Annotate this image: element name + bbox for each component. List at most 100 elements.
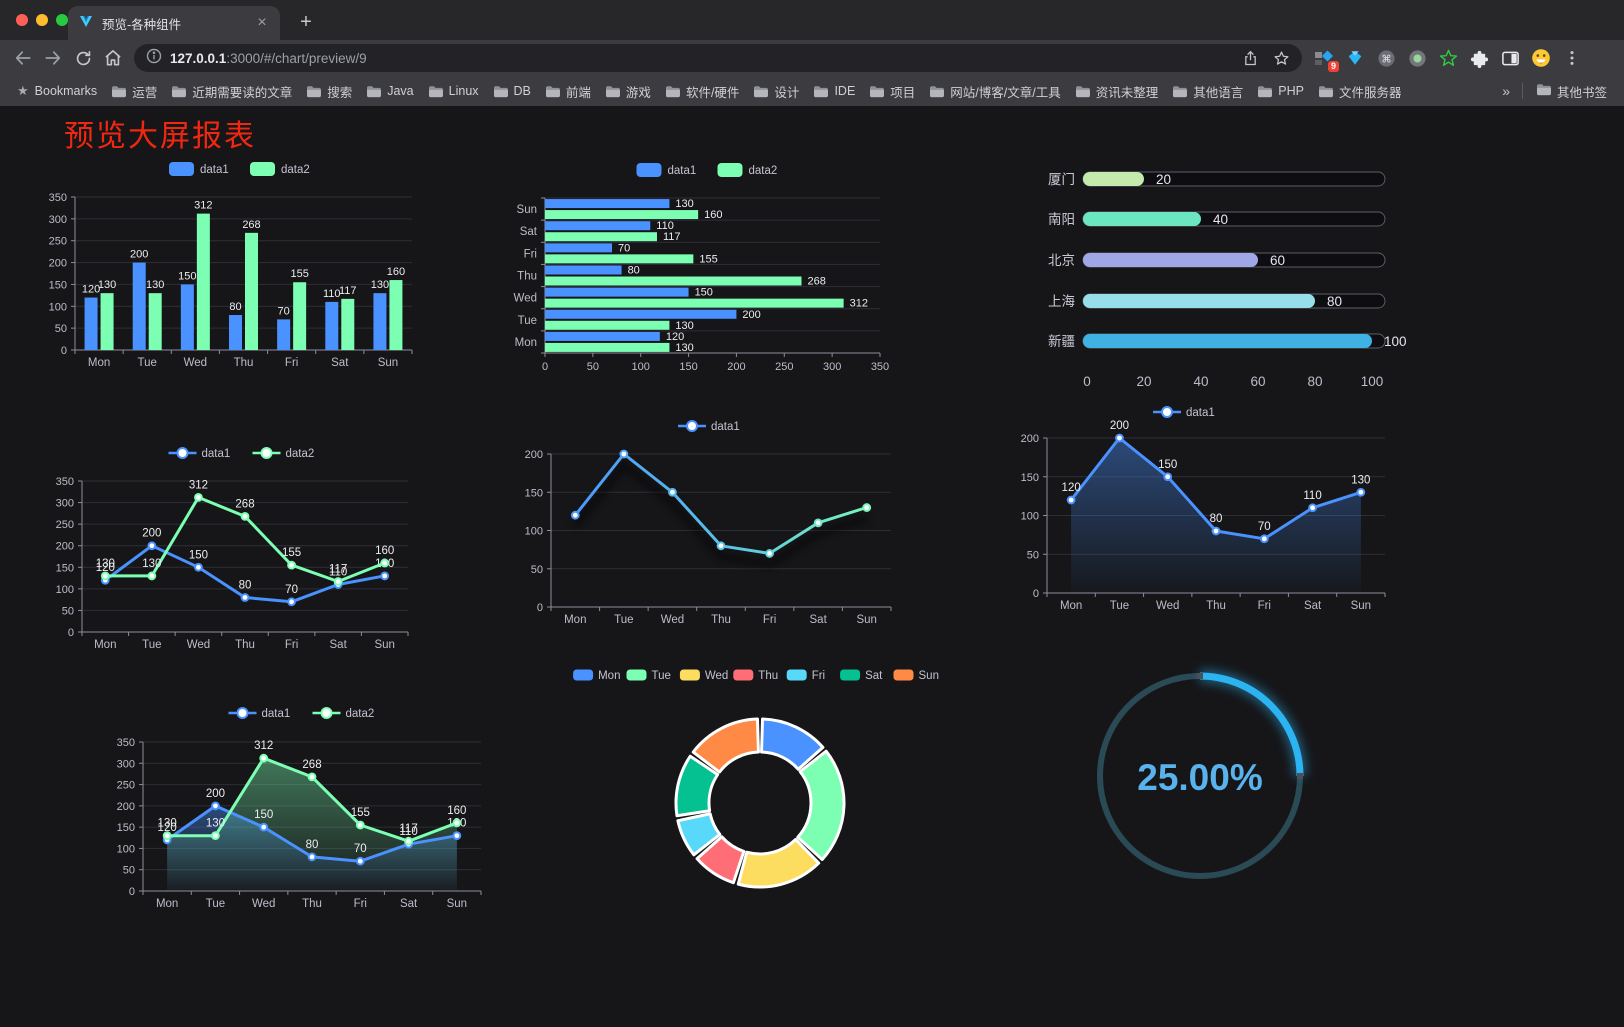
bookmark-star-button[interactable] <box>1273 50 1290 67</box>
forward-icon <box>45 51 61 65</box>
browser-tab[interactable]: 预览-各种组件 × <box>68 6 280 40</box>
svg-text:Fri: Fri <box>763 614 776 626</box>
forward-button[interactable] <box>38 44 68 72</box>
back-button[interactable] <box>8 44 38 72</box>
svg-text:Tue: Tue <box>652 670 671 682</box>
bookmark-folder[interactable]: 文件服务器 <box>1311 79 1409 104</box>
bookmark-folder[interactable]: 搜索 <box>299 79 359 104</box>
svg-text:250: 250 <box>56 519 74 531</box>
bookmark-folder[interactable]: 软件/硬件 <box>658 79 746 104</box>
svg-text:Sat: Sat <box>865 670 883 682</box>
minimize-window-button[interactable] <box>36 14 48 26</box>
vue-devtools-icon[interactable] <box>1345 48 1365 68</box>
progress-bar-chart[interactable]: 厦门 20 南阳 40 北京 60 上海 80 新疆 100 0 20 40 60 80 100 <box>985 150 1430 395</box>
reload-button[interactable] <box>68 44 98 72</box>
bookmark-folder[interactable]: IDE <box>806 81 862 101</box>
svg-text:Thu: Thu <box>302 898 322 910</box>
svg-text:Tue: Tue <box>614 614 633 626</box>
svg-text:0: 0 <box>68 627 74 639</box>
extension-tabs-icon[interactable]: 9 <box>1314 48 1339 72</box>
bookmark-folder[interactable]: 其他语言 <box>1165 79 1250 104</box>
browser-toolbar: 127.0.0.1:3000/#/chart/preview/9 9 ⌘ <box>0 40 1624 76</box>
svg-text:Sat: Sat <box>331 357 349 369</box>
browser-menu-icon[interactable] <box>1562 48 1582 68</box>
bookmarks-divider <box>1521 83 1523 99</box>
zoom-window-button[interactable] <box>56 14 68 26</box>
close-window-button[interactable] <box>16 14 28 26</box>
two-series-area-chart[interactable]: 0 50 100 150 200 250 300 350 Mon Tue Wed Thu Fri Sat S… <box>100 700 525 915</box>
horizontal-bar-chart[interactable]: 0 50 100 150 200 250 300 350 Sun 130 160 Sat 110 117 F… <box>505 150 930 373</box>
home-button[interactable] <box>98 44 128 72</box>
sidebar-toggle-icon[interactable] <box>1500 48 1520 68</box>
new-tab-button[interactable]: + <box>300 11 312 33</box>
bookmark-folder-label: 游戏 <box>625 85 651 100</box>
bookmark-folder[interactable]: 设计 <box>746 79 806 104</box>
svg-text:0: 0 <box>61 345 67 357</box>
bookmarks-overflow-chevron[interactable]: » <box>1502 83 1510 99</box>
url-host: 127.0.0.1 <box>170 50 227 66</box>
bookmark-folder[interactable]: 游戏 <box>598 79 658 104</box>
bookmark-folder-label: 前端 <box>565 85 591 100</box>
donut-chart[interactable]: Mon Tue Wed Thu Fri Sat Sun <box>555 660 965 920</box>
recorder-extension-icon[interactable] <box>1407 48 1427 68</box>
progress-gauge[interactable]: 25.00% <box>1060 640 1340 890</box>
svg-text:厦门: 厦门 <box>1048 172 1075 187</box>
bookmark-folder[interactable]: PHP <box>1250 81 1311 101</box>
svg-text:117: 117 <box>663 231 681 243</box>
svg-text:155: 155 <box>290 268 308 280</box>
area-line-chart[interactable]: 0 50 100 150 200 Mon Tue Wed Thu Fri Sat Sun 120 200 1… <box>985 398 1405 616</box>
svg-text:200: 200 <box>56 541 74 553</box>
svg-text:268: 268 <box>808 276 826 288</box>
bookmarks-bar: ★ Bookmarks 运营 近期需要读的文章 搜索 Java Linux DB 前端 游戏 软… <box>0 76 1624 106</box>
svg-text:110: 110 <box>323 288 341 300</box>
bookmark-folder[interactable]: 前端 <box>538 79 598 104</box>
svg-text:100: 100 <box>1384 334 1407 349</box>
other-bookmarks-folder[interactable]: 其他书签 <box>1529 79 1614 104</box>
svg-text:Sun: Sun <box>1351 600 1371 612</box>
bookmark-folder[interactable]: 项目 <box>862 79 922 104</box>
bookmark-folder-label: 项目 <box>890 85 916 100</box>
svg-text:Mon: Mon <box>598 670 620 682</box>
command-extension-icon[interactable]: ⌘ <box>1376 48 1396 68</box>
svg-text:110: 110 <box>656 220 674 232</box>
svg-text:Sun: Sun <box>447 898 467 910</box>
svg-text:150: 150 <box>189 549 208 561</box>
gradient-line-chart[interactable]: 0 50 100 150 200 Mon Tue Wed Thu Fri Sat Sun data1 <box>505 410 935 628</box>
extensions-puzzle-icon[interactable] <box>1469 48 1489 68</box>
bookmarks-root-label: Bookmarks <box>34 84 98 98</box>
bookmark-folder[interactable]: Java <box>359 81 420 101</box>
multi-line-chart[interactable]: 0 50 100 150 200 250 300 350 Mon Tue Wed Thu Fri Sat S… <box>40 437 465 655</box>
bookmark-folder[interactable]: 运营 <box>104 79 164 104</box>
svg-text:200: 200 <box>117 801 135 813</box>
share-button[interactable] <box>1242 50 1259 67</box>
address-bar[interactable]: 127.0.0.1:3000/#/chart/preview/9 <box>134 44 1302 72</box>
other-bookmarks-label: 其他书签 <box>1556 85 1607 100</box>
svg-text:data2: data2 <box>346 708 375 720</box>
bookmark-folder[interactable]: 近期需要读的文章 <box>164 79 299 104</box>
bookmarks-root-item[interactable]: ★ Bookmarks <box>10 80 104 102</box>
svg-text:200: 200 <box>727 361 745 372</box>
bookmark-folder[interactable]: 网站/博客/文章/工具 <box>922 79 1067 104</box>
svg-text:100: 100 <box>117 843 135 855</box>
svg-text:0: 0 <box>1033 588 1039 600</box>
svg-text:70: 70 <box>278 305 290 317</box>
svg-text:Thu: Thu <box>758 670 778 682</box>
svg-text:130: 130 <box>675 342 693 354</box>
bookmark-folder[interactable]: 资讯未整理 <box>1068 79 1166 104</box>
svg-text:Tue: Tue <box>1110 600 1129 612</box>
svg-text:200: 200 <box>49 258 67 270</box>
tab-close-icon[interactable]: × <box>257 14 267 31</box>
bookmark-folder-label: 搜索 <box>327 85 353 100</box>
emoji-extension-icon[interactable] <box>1531 48 1551 68</box>
svg-text:160: 160 <box>447 805 466 817</box>
svg-text:120: 120 <box>1062 482 1081 494</box>
bookmark-folder[interactable]: DB <box>486 81 538 101</box>
site-info-icon[interactable] <box>146 48 162 69</box>
green-star-extension-icon[interactable] <box>1438 48 1458 68</box>
grouped-bar-chart[interactable]: 0 50 100 150 200 250 300 350 Mon Tue Wed Thu Fri Sat S… <box>40 150 460 370</box>
svg-text:Sun: Sun <box>378 357 398 369</box>
svg-text:Mon: Mon <box>564 614 586 626</box>
svg-text:Fri: Fri <box>285 639 298 651</box>
bookmark-folder[interactable]: Linux <box>421 81 486 101</box>
svg-text:350: 350 <box>49 192 67 204</box>
